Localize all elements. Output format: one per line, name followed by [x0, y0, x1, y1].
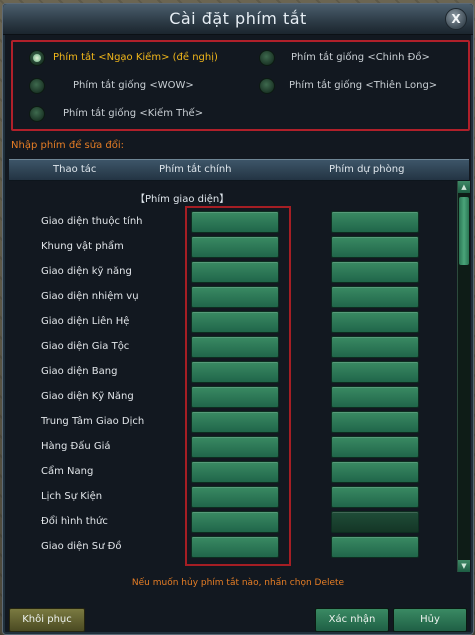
close-icon: X: [451, 12, 461, 26]
scrollbar[interactable]: ▲ ▼: [457, 181, 470, 572]
preset-thien-long[interactable]: Phím tắt giống <Thiên Long>: [259, 77, 459, 95]
radio-selected-icon[interactable]: [29, 50, 45, 66]
column-header-primary: Phím tắt chính: [159, 164, 232, 175]
primary-key-field[interactable]: [191, 361, 279, 383]
table-row: Cẩm Nang: [9, 461, 457, 483]
arrow-up-icon: ▲: [461, 183, 467, 191]
primary-key-field[interactable]: [191, 286, 279, 308]
row-label: Hàng Đấu Giá: [41, 441, 111, 452]
backup-key-field[interactable]: [331, 236, 419, 258]
confirm-button[interactable]: Xác nhận: [315, 608, 389, 632]
row-label: Giao diện thuộc tính: [41, 216, 143, 227]
backup-key-field[interactable]: [331, 336, 419, 358]
preset-ngao-kiem[interactable]: Phím tắt <Ngạo Kiếm> (đề nghị): [29, 49, 249, 67]
radio-icon[interactable]: [29, 106, 45, 122]
section-label: 【Phím giao diện】: [135, 194, 230, 205]
primary-key-field[interactable]: [191, 211, 279, 233]
primary-key-field[interactable]: [191, 411, 279, 433]
row-label: Giao diện nhiệm vụ: [41, 291, 139, 302]
primary-key-field[interactable]: [191, 386, 279, 408]
backup-key-field[interactable]: [331, 211, 419, 233]
preset-label: Phím tắt giống <Kiếm Thế>: [63, 108, 204, 119]
table-row: Giao diện thuộc tính: [9, 211, 457, 233]
backup-key-field[interactable]: [331, 461, 419, 483]
scroll-down-button[interactable]: ▼: [458, 560, 470, 572]
row-label: Khung vật phẩm: [41, 241, 124, 252]
table-row: Giao diện kỹ năng: [9, 261, 457, 283]
primary-key-field[interactable]: [191, 511, 279, 533]
row-label: Giao diện Kỹ Năng: [41, 391, 134, 402]
delete-hint: Nếu muốn hủy phím tắt nào, nhấn chọn Del…: [131, 578, 345, 588]
backup-key-field[interactable]: [331, 511, 419, 533]
backup-key-field[interactable]: [331, 536, 419, 558]
preset-label: Phím tắt giống <Thiên Long>: [289, 80, 438, 91]
row-label: Đổi hình thức: [41, 516, 108, 527]
table-row: Lịch Sự Kiện: [9, 486, 457, 508]
row-label: Giao diện Liên Hệ: [41, 316, 130, 327]
title-bar: Cài đặt phím tắt X: [3, 4, 473, 35]
preset-kiem-the[interactable]: Phím tắt giống <Kiếm Thế>: [29, 105, 229, 123]
radio-icon[interactable]: [29, 78, 45, 94]
backup-key-field[interactable]: [331, 361, 419, 383]
row-label: Cẩm Nang: [41, 466, 94, 477]
table-row: Giao diện Gia Tộc: [9, 336, 457, 358]
table-row: Hàng Đấu Giá: [9, 436, 457, 458]
primary-key-field[interactable]: [191, 436, 279, 458]
shortcut-settings-dialog: Cài đặt phím tắt X Phím tắt <Ngạo Kiếm> …: [2, 3, 474, 635]
cancel-button[interactable]: Hủy: [393, 608, 467, 632]
primary-key-field[interactable]: [191, 311, 279, 333]
table-row: Giao diện Sư Đồ: [9, 536, 457, 558]
row-label: Giao diện Sư Đồ: [41, 541, 122, 552]
table-row: Giao diện Bang: [9, 361, 457, 383]
backup-key-field[interactable]: [331, 386, 419, 408]
primary-key-field[interactable]: [191, 486, 279, 508]
preset-wow[interactable]: Phím tắt giống <WOW>: [29, 77, 229, 95]
table-row: Giao diện Kỹ Năng: [9, 386, 457, 408]
row-label: Lịch Sự Kiện: [41, 491, 103, 502]
table-row: Giao diện Liên Hệ: [9, 311, 457, 333]
backup-key-field[interactable]: [331, 286, 419, 308]
dialog-title: Cài đặt phím tắt: [169, 9, 307, 28]
primary-key-field[interactable]: [191, 236, 279, 258]
scroll-up-button[interactable]: ▲: [458, 181, 470, 193]
row-label: Giao diện Gia Tộc: [41, 341, 130, 352]
preset-label: Phím tắt giống <WOW>: [73, 80, 194, 91]
radio-icon[interactable]: [259, 50, 275, 66]
edit-hint: Nhập phím để sửa đổi:: [11, 140, 125, 151]
table-header: Thao tác Phím tắt chính Phím dự phòng: [9, 159, 469, 181]
column-header-backup: Phím dự phòng: [329, 164, 405, 175]
backup-key-field[interactable]: [331, 261, 419, 283]
preset-group: Phím tắt <Ngạo Kiếm> (đề nghị) Phím tắt …: [11, 40, 470, 131]
backup-key-field[interactable]: [331, 411, 419, 433]
table-row: Trung Tâm Giao Dịch: [9, 411, 457, 433]
row-label: Trung Tâm Giao Dịch: [41, 416, 145, 427]
table-row: Đổi hình thức: [9, 511, 457, 533]
row-label: Giao diện kỹ năng: [41, 266, 132, 277]
primary-column-highlight: [185, 206, 291, 566]
primary-key-field[interactable]: [191, 461, 279, 483]
arrow-down-icon: ▼: [461, 562, 467, 570]
reset-button[interactable]: Khôi phục: [9, 608, 85, 632]
preset-label: Phím tắt <Ngạo Kiếm> (đề nghị): [53, 52, 218, 63]
primary-key-field[interactable]: [191, 536, 279, 558]
scroll-thumb[interactable]: [459, 197, 469, 265]
close-button[interactable]: X: [445, 8, 467, 30]
table-row: Giao diện nhiệm vụ: [9, 286, 457, 308]
table-row: Khung vật phẩm: [9, 236, 457, 258]
backup-key-field[interactable]: [331, 436, 419, 458]
row-label: Giao diện Bang: [41, 366, 118, 377]
preset-label: Phím tắt giống <Chinh Đồ>: [291, 52, 430, 63]
column-header-action: Thao tác: [53, 164, 97, 175]
preset-chinh-do[interactable]: Phím tắt giống <Chinh Đồ>: [259, 49, 459, 67]
backup-key-field[interactable]: [331, 311, 419, 333]
shortcut-list: 【Phím giao diện】 Giao diện thuộc tính Khu…: [9, 181, 457, 573]
backup-key-field[interactable]: [331, 486, 419, 508]
radio-icon[interactable]: [259, 78, 275, 94]
primary-key-field[interactable]: [191, 261, 279, 283]
primary-key-field[interactable]: [191, 336, 279, 358]
